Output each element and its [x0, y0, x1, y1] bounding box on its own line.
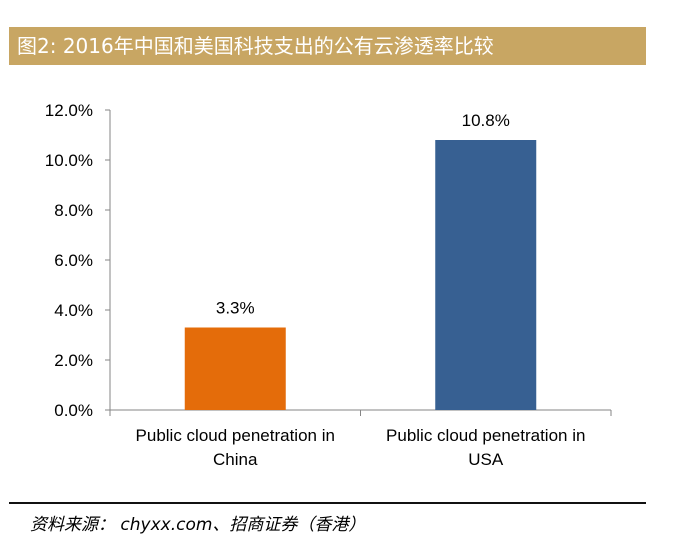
bar-chart: 0.0% 2.0% 4.0% 6.0% 8.0% 10.0% 12.0% 3.3% Public…	[45, 101, 612, 469]
bar	[435, 140, 537, 410]
data-label: 3.3%	[216, 299, 255, 318]
x-category-label: Public cloud penetration in	[136, 426, 335, 445]
bar	[184, 327, 286, 410]
y-tick-label: 0.0%	[54, 401, 93, 420]
chart-title: 图2: 2016年中国和美国科技支出的公有云渗透率比较	[9, 27, 646, 65]
divider-line	[9, 502, 646, 504]
data-label: 10.8%	[462, 111, 510, 130]
y-tick-label: 2.0%	[54, 351, 93, 370]
y-tick-label: 6.0%	[54, 251, 93, 270]
y-tick-label: 10.0%	[45, 151, 93, 170]
y-tick-label: 4.0%	[54, 301, 93, 320]
y-tick-label: 8.0%	[54, 201, 93, 220]
source-note: 资料来源： chyxx.com、招商证券（香港）	[30, 515, 366, 535]
y-tick-label: 12.0%	[45, 101, 93, 120]
x-category-label: China	[213, 450, 258, 469]
x-category-label: Public cloud penetration in	[386, 426, 585, 445]
x-category-label: USA	[468, 450, 504, 469]
